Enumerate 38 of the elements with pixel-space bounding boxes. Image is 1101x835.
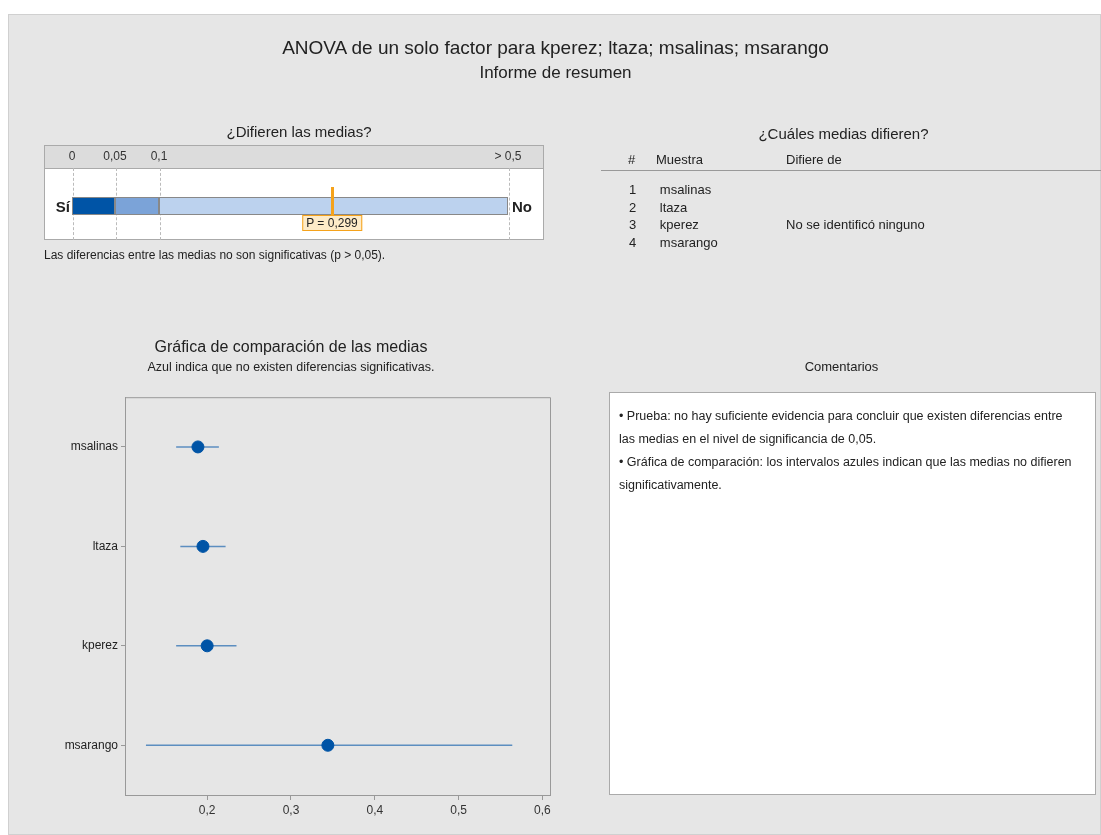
point bbox=[191, 440, 205, 454]
text: 2 ltaza bbox=[629, 199, 688, 215]
text: Sí bbox=[55, 198, 70, 215]
text: 1 msalinas bbox=[629, 182, 712, 197]
text: # bbox=[628, 152, 636, 167]
text: 3 kperez bbox=[629, 217, 699, 232]
x-tick-label: 0,6 bbox=[534, 802, 552, 817]
text: Muestra bbox=[656, 152, 703, 167]
point bbox=[321, 738, 335, 752]
text: 4 msarango bbox=[629, 234, 718, 250]
x-tick-label: 0,3 bbox=[282, 802, 300, 817]
x-tick-label: 0,4 bbox=[366, 802, 384, 817]
text: ANOVA de un solo factor para kperez; ltaza; msalinas; msarango bbox=[281, 37, 830, 59]
y-tick-label: ltaza bbox=[92, 538, 119, 553]
chart-subtitle: Azul indica que no existen diferencias significativas. bbox=[146, 360, 436, 374]
text: 0,05 bbox=[102, 149, 128, 163]
x-tick-label: 0,2 bbox=[198, 802, 216, 817]
x-tick-label: 0,5 bbox=[450, 802, 468, 817]
text: 0,1 bbox=[149, 149, 169, 163]
y-tick-label: kperez bbox=[81, 638, 118, 653]
text: Informe de resumen bbox=[478, 63, 633, 83]
text: • Gráfica de comparación: los intervalos azules indican que las medias no difieren significativamente. bbox=[619, 454, 1073, 494]
y-tick-label: msalinas bbox=[70, 439, 118, 454]
point bbox=[200, 639, 214, 653]
text: > 0,5 bbox=[493, 149, 523, 163]
text: No se identificó ninguno bbox=[786, 217, 925, 232]
text: Difiere de bbox=[786, 152, 842, 167]
text: No bbox=[512, 198, 532, 215]
point bbox=[196, 539, 210, 553]
text: Comentarios bbox=[803, 359, 880, 374]
text: P = 0,299 bbox=[302, 215, 362, 231]
text: Las diferencias entre las medias no son significativas (p > 0,05). bbox=[44, 248, 386, 262]
text: ¿Cuáles medias difieren? bbox=[757, 125, 930, 142]
y-tick-label: msarango bbox=[64, 737, 119, 752]
text: ¿Difieren las medias? bbox=[225, 123, 373, 140]
text: 0 bbox=[67, 149, 77, 163]
text: • Prueba: no hay suficiente evidencia para concluir que existen diferencias entre las medias en el nivel de significancia de 0,05. bbox=[619, 408, 1064, 448]
chart-title: Gráfica de comparación de las medias bbox=[153, 338, 429, 356]
